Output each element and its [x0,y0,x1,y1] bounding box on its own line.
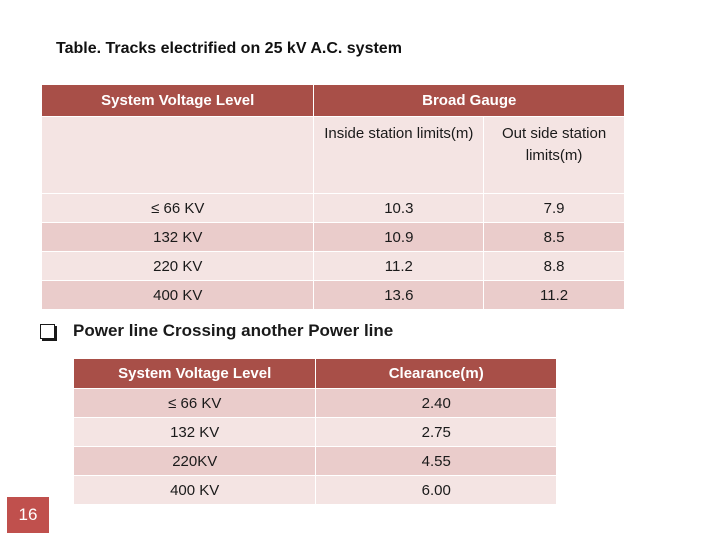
voltage-cell: 132 KV [72,417,317,447]
table-row: 400 KV 13.6 11.2 [40,280,625,310]
voltage-cell: 220 KV [40,251,315,281]
inside-cell: 10.9 [313,222,485,252]
clearance-cell: 2.75 [315,417,557,447]
header-blank-cell [40,116,315,194]
clearance-cell: 2.40 [315,388,557,418]
voltage-cell: 400 KV [40,280,315,310]
outside-cell: 11.2 [483,280,625,310]
page-number-badge: 16 [7,497,49,533]
table-title: Table. Tracks electrified on 25 kV A.C. … [56,40,402,57]
column-header-voltage: System Voltage Level [72,358,317,389]
table-row: 132 KV 2.75 [72,417,557,447]
column-header-broad-gauge: Broad Gauge [313,84,625,117]
inside-cell: 13.6 [313,280,485,310]
outside-cell: 8.8 [483,251,625,281]
checkbox-bullet-icon [40,323,55,339]
table-row: 220 KV 11.2 8.8 [40,251,625,281]
inside-cell: 10.3 [313,193,485,223]
section-heading: Power line Crossing another Power line [40,321,393,341]
voltage-cell: 132 KV [40,222,315,252]
table-row: 400 KV 6.00 [72,475,557,505]
outside-cell: 8.5 [483,222,625,252]
subheader-outside-station: Out side station limits(m) [483,116,625,194]
table-row: ≤ 66 KV 2.40 [72,388,557,418]
table-row: 220KV 4.55 [72,446,557,476]
inside-cell: 11.2 [313,251,485,281]
subheader-inside-station: Inside station limits(m) [313,116,485,194]
voltage-cell: 220KV [72,446,317,476]
power-line-crossing-table: System Voltage Level Clearance(m) ≤ 66 K… [72,358,557,505]
voltage-cell: ≤ 66 KV [72,388,317,418]
voltage-cell: 400 KV [72,475,317,505]
column-header-voltage: System Voltage Level [40,84,315,117]
voltage-cell: ≤ 66 KV [40,193,315,223]
table-row: 132 KV 10.9 8.5 [40,222,625,252]
section-heading-text: Power line Crossing another Power line [73,321,394,340]
table-row: ≤ 66 KV 10.3 7.9 [40,193,625,223]
clearance-cell: 6.00 [315,475,557,505]
tracks-clearance-table: System Voltage Level Broad Gauge Inside … [40,84,625,310]
clearance-cell: 4.55 [315,446,557,476]
outside-cell: 7.9 [483,193,625,223]
column-header-clearance: Clearance(m) [315,358,557,389]
